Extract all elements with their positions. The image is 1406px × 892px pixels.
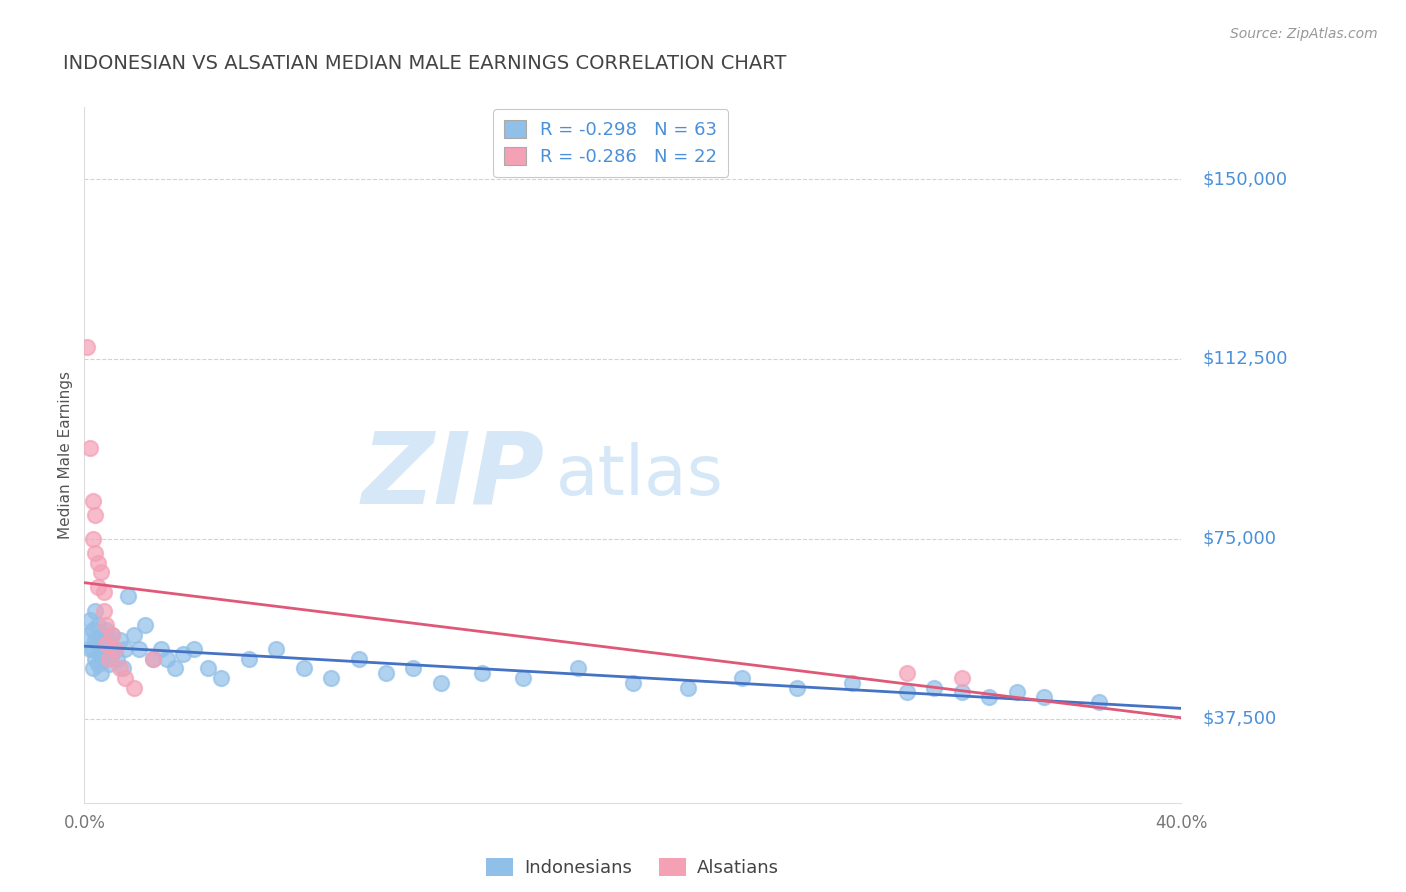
Point — [1005, 685, 1028, 699]
Point — [950, 685, 973, 699]
Point — [430, 676, 453, 690]
Point — [87, 657, 110, 671]
Point — [105, 652, 128, 666]
Point — [96, 637, 118, 651]
Point — [84, 546, 107, 560]
Point — [93, 604, 115, 618]
Point — [79, 642, 101, 657]
Point — [79, 441, 101, 455]
Text: $75,000: $75,000 — [1204, 530, 1277, 548]
Point — [82, 642, 104, 657]
Point — [93, 652, 115, 666]
Point — [87, 637, 110, 651]
Point — [621, 676, 644, 690]
Point — [128, 642, 150, 657]
Point — [114, 671, 136, 685]
Point — [347, 652, 370, 666]
Point — [924, 681, 946, 695]
Point — [82, 532, 104, 546]
Point — [111, 661, 134, 675]
Point — [90, 666, 112, 681]
Point — [98, 637, 121, 651]
Point — [731, 671, 754, 685]
Text: $150,000: $150,000 — [1204, 170, 1288, 188]
Point — [76, 340, 98, 354]
Point — [979, 690, 1001, 705]
Point — [114, 642, 136, 657]
Point — [82, 493, 104, 508]
Point — [163, 661, 186, 675]
Text: atlas: atlas — [555, 442, 724, 509]
Point — [76, 628, 98, 642]
Point — [567, 661, 589, 675]
Point — [183, 642, 205, 657]
Point — [375, 666, 398, 681]
Point — [79, 614, 101, 628]
Point — [84, 604, 107, 618]
Point — [1033, 690, 1056, 705]
Point — [82, 661, 104, 675]
Point — [321, 671, 343, 685]
Point — [101, 628, 124, 642]
Point — [172, 647, 194, 661]
Point — [156, 652, 179, 666]
Point — [98, 657, 121, 671]
Point — [142, 652, 165, 666]
Text: $37,500: $37,500 — [1204, 710, 1277, 728]
Point — [90, 647, 112, 661]
Point — [122, 681, 145, 695]
Point — [101, 628, 124, 642]
Point — [117, 590, 139, 604]
Point — [950, 671, 973, 685]
Point — [292, 661, 315, 675]
Point — [108, 661, 131, 675]
Point — [142, 652, 165, 666]
Point — [676, 681, 699, 695]
Point — [96, 652, 118, 666]
Point — [402, 661, 425, 675]
Point — [101, 647, 124, 661]
Point — [197, 661, 219, 675]
Text: $112,500: $112,500 — [1204, 350, 1288, 368]
Point — [103, 642, 125, 657]
Point — [98, 652, 121, 666]
Point — [87, 580, 110, 594]
Point — [87, 618, 110, 632]
Point — [87, 556, 110, 570]
Point — [238, 652, 260, 666]
Point — [84, 508, 107, 522]
Point — [786, 681, 808, 695]
Text: Source: ZipAtlas.com: Source: ZipAtlas.com — [1230, 27, 1378, 41]
Point — [93, 584, 115, 599]
Point — [1088, 695, 1111, 709]
Point — [896, 666, 918, 681]
Point — [82, 623, 104, 637]
Text: INDONESIAN VS ALSATIAN MEDIAN MALE EARNINGS CORRELATION CHART: INDONESIAN VS ALSATIAN MEDIAN MALE EARNI… — [63, 54, 786, 72]
Point — [134, 618, 156, 632]
Point — [84, 652, 107, 666]
Point — [96, 618, 118, 632]
Point — [211, 671, 233, 685]
Legend: Indonesians, Alsatians: Indonesians, Alsatians — [479, 850, 786, 884]
Y-axis label: Median Male Earnings: Median Male Earnings — [58, 371, 73, 539]
Point — [896, 685, 918, 699]
Point — [471, 666, 494, 681]
Point — [841, 676, 863, 690]
Point — [150, 642, 173, 657]
Point — [84, 632, 107, 647]
Point — [90, 628, 112, 642]
Point — [512, 671, 534, 685]
Point — [96, 623, 118, 637]
Point — [90, 566, 112, 580]
Point — [266, 642, 288, 657]
Point — [103, 642, 125, 657]
Point — [93, 632, 115, 647]
Point — [108, 632, 131, 647]
Text: ZIP: ZIP — [361, 427, 546, 524]
Point — [122, 628, 145, 642]
